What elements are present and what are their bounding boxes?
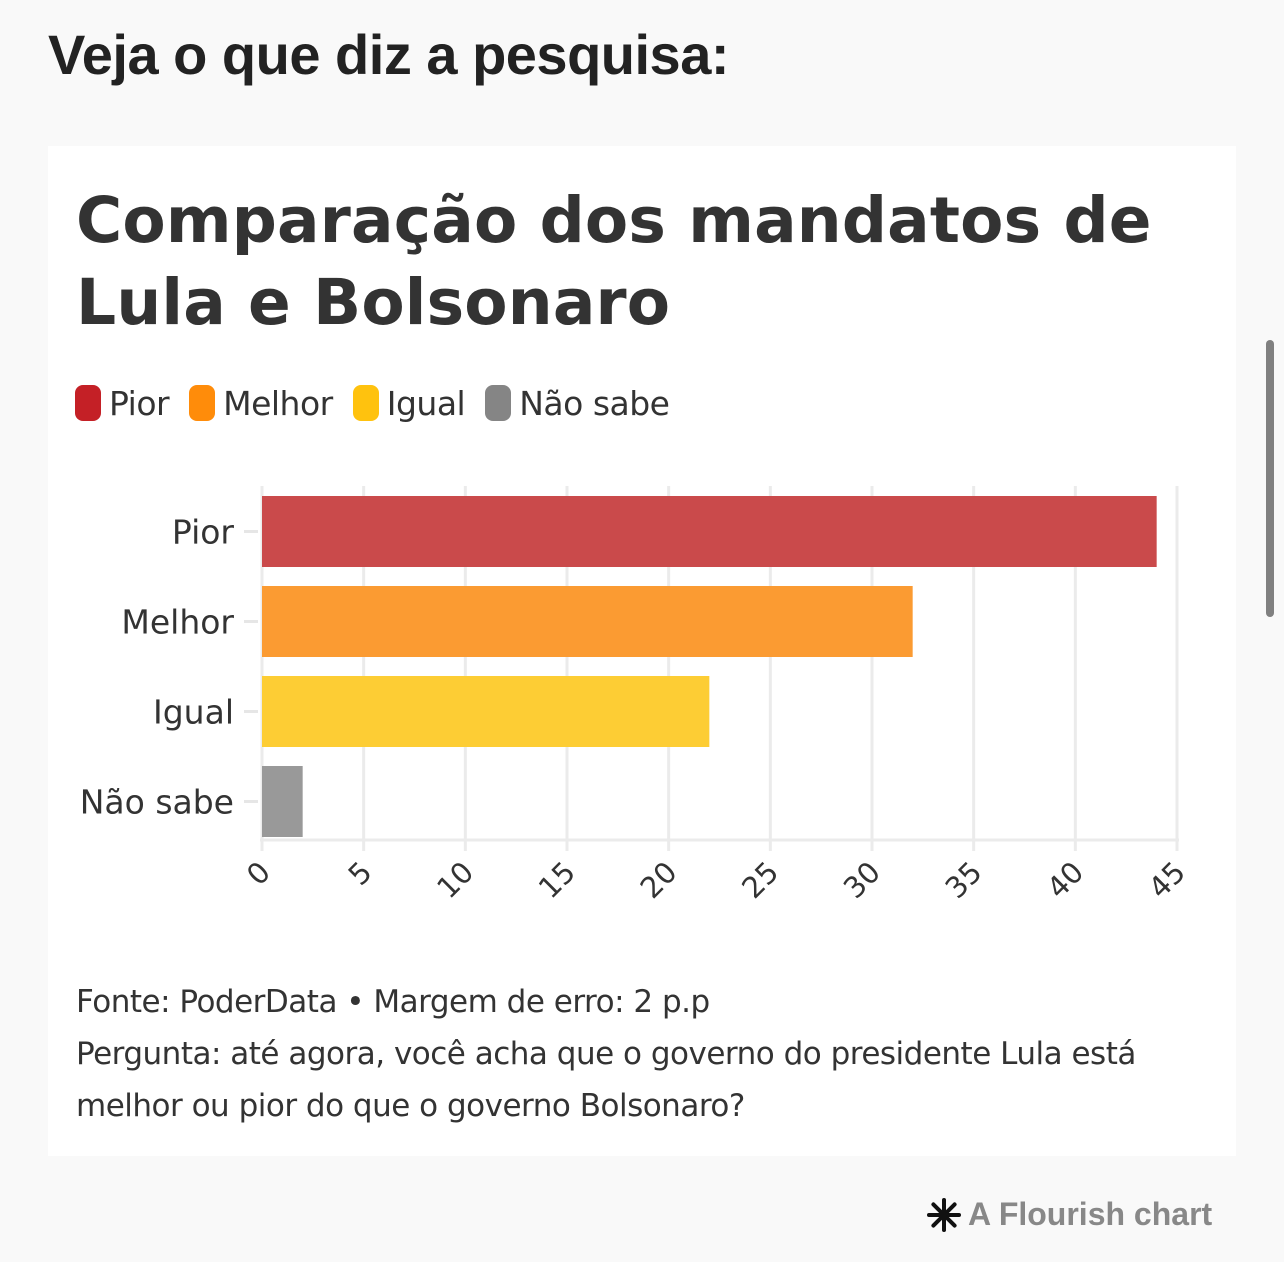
x-tick-label: 5 [342,855,379,892]
legend-item-melhor[interactable]: Melhor [189,382,333,424]
x-tick-label: 30 [837,855,887,905]
legend-label-pior: Pior [109,383,170,423]
legend-swatch-melhor [189,385,216,421]
x-axis-ticks: 0 5 10 15 20 25 30 35 40 45 [240,855,1192,905]
legend-label-nao-sabe: Não sabe [519,383,670,423]
source-note: Fonte: PoderData • Margem de erro: 2 p.p [76,984,710,1020]
question-note: Pergunta: até agora, você acha que o gov… [76,1036,1136,1124]
x-tick-label: 35 [938,855,988,905]
x-tick-label: 25 [735,855,785,905]
legend-item-nao-sabe[interactable]: Não sabe [485,382,670,424]
y-label-melhor: Melhor [121,603,234,642]
x-tick-label: 10 [430,855,480,905]
chart-card: Comparação dos mandatos de Lula e Bolson… [48,146,1236,1156]
legend-label-melhor: Melhor [223,383,333,423]
legend-item-pior[interactable]: Pior [75,382,170,424]
chart-footer: Fonte: PoderData • Margem de erro: 2 p.p… [76,976,1216,1132]
bar-igual[interactable] [262,676,710,747]
scrollbar-thumb[interactable] [1266,340,1274,617]
x-tick-label: 20 [633,855,683,905]
x-tick-label: 0 [240,855,277,892]
y-label-nao-sabe: Não sabe [80,783,234,822]
chart-legend: Pior Melhor Igual Não sabe [75,382,690,424]
y-label-igual: Igual [153,693,234,732]
legend-swatch-pior [75,385,101,421]
bar-melhor[interactable] [262,586,913,657]
bars [262,496,1157,837]
flourish-credit-label: A Flourish chart [968,1196,1213,1232]
x-tick-label: 15 [532,855,582,905]
page-heading: Veja o que diz a pesquisa: [48,23,729,86]
flourish-credit-link[interactable]: A Flourish chart [926,1196,1212,1233]
legend-swatch-igual [352,385,379,421]
chart-title: Comparação dos mandatos de Lula e Bolson… [76,184,1152,339]
legend-item-igual[interactable]: Igual [352,382,466,424]
bar-chart: Pior Melhor Igual Não sabe 0 5 10 15 20 25 30 35 40… [80,486,1192,905]
legend-label-igual: Igual [386,383,466,423]
legend-swatch-nao-sabe [485,385,512,421]
y-axis-labels: Pior Melhor Igual Não sabe [80,513,235,822]
x-tick-label: 45 [1142,855,1192,905]
x-tick-label: 40 [1040,855,1090,905]
bar-pior[interactable] [262,496,1157,567]
bar-nao-sabe[interactable] [262,766,303,837]
y-label-pior: Pior [172,513,235,552]
asterisk-icon [927,1197,961,1232]
